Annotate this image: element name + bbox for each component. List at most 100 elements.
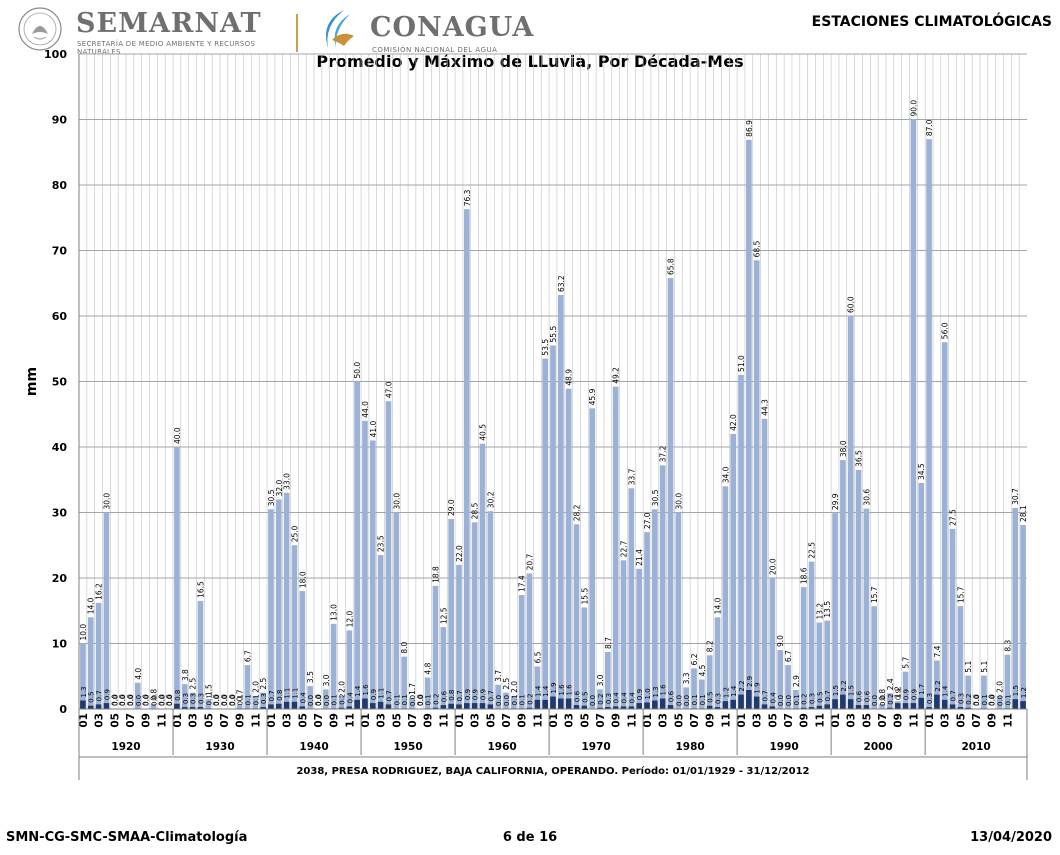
max-value-label: 20.0 — [768, 558, 777, 575]
max-bar — [511, 695, 517, 709]
max-value-label: 16.2 — [95, 583, 104, 600]
max-bar — [871, 606, 878, 709]
y-tick-label: 20 — [52, 572, 68, 585]
mean-value-label: 1.1 — [378, 688, 386, 699]
mean-bar — [722, 701, 729, 709]
month-tick-label: 01 — [924, 713, 936, 728]
mean-value-label: 1.5 — [832, 685, 840, 696]
mean-value-label: 0.7 — [824, 690, 832, 701]
max-value-label: 2.0 — [996, 681, 1005, 693]
max-value-label: 8.2 — [706, 640, 715, 652]
max-value-label: 29.9 — [831, 493, 840, 510]
max-value-label: 21.4 — [635, 549, 644, 566]
max-bar — [738, 374, 744, 709]
mean-bar — [957, 707, 964, 709]
mean-value-label: 0.1 — [519, 694, 527, 705]
max-bar — [479, 443, 486, 709]
mean-value-label: 0.5 — [816, 692, 824, 703]
max-value-label: 30.7 — [1011, 488, 1020, 505]
month-tick-label: 01 — [642, 713, 654, 728]
x-axis-title: 2038, PRESA RODRIGUEZ, BAJA CALIFORNIA, … — [296, 765, 809, 777]
max-value-label: 2.4 — [886, 678, 895, 690]
max-value-label: 53.5 — [541, 339, 550, 356]
y-tick-label: 60 — [52, 310, 68, 323]
mean-bar — [910, 703, 917, 709]
max-value-label: 2.5 — [259, 677, 268, 689]
conagua-logo-text: CONAGUA — [370, 12, 535, 43]
month-tick-label: 01 — [830, 713, 842, 728]
mexico-coat-of-arms-icon — [18, 7, 62, 51]
max-value-label: 20.7 — [525, 553, 534, 570]
max-value-label: 90.0 — [909, 100, 918, 117]
max-bar — [103, 512, 110, 709]
max-bar — [832, 513, 838, 709]
max-value-label: 1.2 — [894, 686, 903, 698]
month-tick-label: 09 — [987, 713, 999, 728]
max-bar — [730, 433, 737, 709]
mean-bar — [753, 696, 760, 709]
max-bar — [824, 620, 831, 709]
max-value-label: 0.8 — [149, 689, 158, 701]
max-bar — [424, 677, 431, 709]
mean-value-label: 0.1 — [699, 694, 707, 705]
decade-label: 1990 — [770, 741, 799, 753]
month-tick-label: 09 — [611, 713, 623, 728]
max-bar — [346, 630, 353, 709]
max-value-label: 44.0 — [361, 401, 370, 418]
max-value-label: 76.3 — [463, 189, 472, 206]
max-value-label: 4.5 — [698, 664, 707, 676]
mean-value-label: 1.6 — [660, 684, 668, 696]
max-value-label: 3.7 — [494, 670, 503, 682]
max-value-label: 2.0 — [337, 681, 346, 693]
month-tick-label: 03 — [940, 713, 952, 728]
month-tick-label: 05 — [861, 713, 873, 728]
max-bar — [463, 209, 470, 710]
max-value-label: 15.7 — [956, 586, 965, 603]
mean-bar — [260, 707, 266, 709]
mean-bar — [534, 699, 541, 709]
mean-value-label: 0.3 — [957, 693, 965, 704]
max-bar — [761, 418, 768, 709]
header-divider — [296, 14, 298, 52]
mean-value-label: 0.7 — [385, 690, 393, 701]
month-tick-label: 07 — [219, 713, 231, 728]
max-value-label: 22.5 — [808, 542, 817, 559]
max-value-label: 2.5 — [502, 677, 511, 689]
max-value-label: 30.0 — [392, 493, 401, 510]
mean-value-label: 0.0 — [307, 695, 315, 706]
mean-bar — [377, 701, 384, 709]
mean-bar — [832, 699, 838, 709]
mean-value-label: 1.0 — [644, 688, 652, 699]
month-tick-label: 11 — [532, 713, 544, 728]
mean-value-label: 2.2 — [934, 680, 942, 691]
max-bar — [855, 469, 862, 709]
report-header: SEMARNAT SECRETARÍA DE MEDIO AMBIENTE Y … — [0, 0, 1060, 56]
mean-bar — [628, 706, 635, 709]
mean-bar — [1020, 701, 1026, 709]
mean-value-label: 0.4 — [769, 692, 777, 704]
max-bar — [503, 692, 509, 709]
mean-value-label: 0.0 — [495, 695, 503, 706]
month-tick-label: 11 — [814, 713, 826, 728]
max-bar — [283, 492, 290, 709]
max-value-label: 0.0 — [126, 694, 135, 706]
month-tick-label: 05 — [109, 713, 121, 728]
max-value-label: 55.5 — [549, 326, 558, 343]
mean-value-label: 0.0 — [119, 695, 127, 706]
mean-value-label: 0.8 — [448, 690, 456, 701]
max-value-label: 65.8 — [667, 258, 676, 275]
month-tick-label: 09 — [235, 713, 247, 728]
month-tick-label: 07 — [595, 713, 607, 728]
mean-bar — [268, 704, 274, 709]
max-bar — [307, 686, 313, 709]
y-tick-label: 100 — [44, 48, 67, 61]
max-bar — [440, 627, 447, 709]
mean-bar — [746, 690, 752, 709]
month-tick-label: 01 — [360, 713, 372, 728]
max-value-label: 51.0 — [737, 355, 746, 372]
max-bar — [354, 381, 360, 709]
mean-bar — [103, 703, 110, 709]
month-tick-label: 07 — [407, 713, 419, 728]
mean-bar — [369, 703, 376, 709]
max-value-label: 14.0 — [87, 597, 96, 614]
